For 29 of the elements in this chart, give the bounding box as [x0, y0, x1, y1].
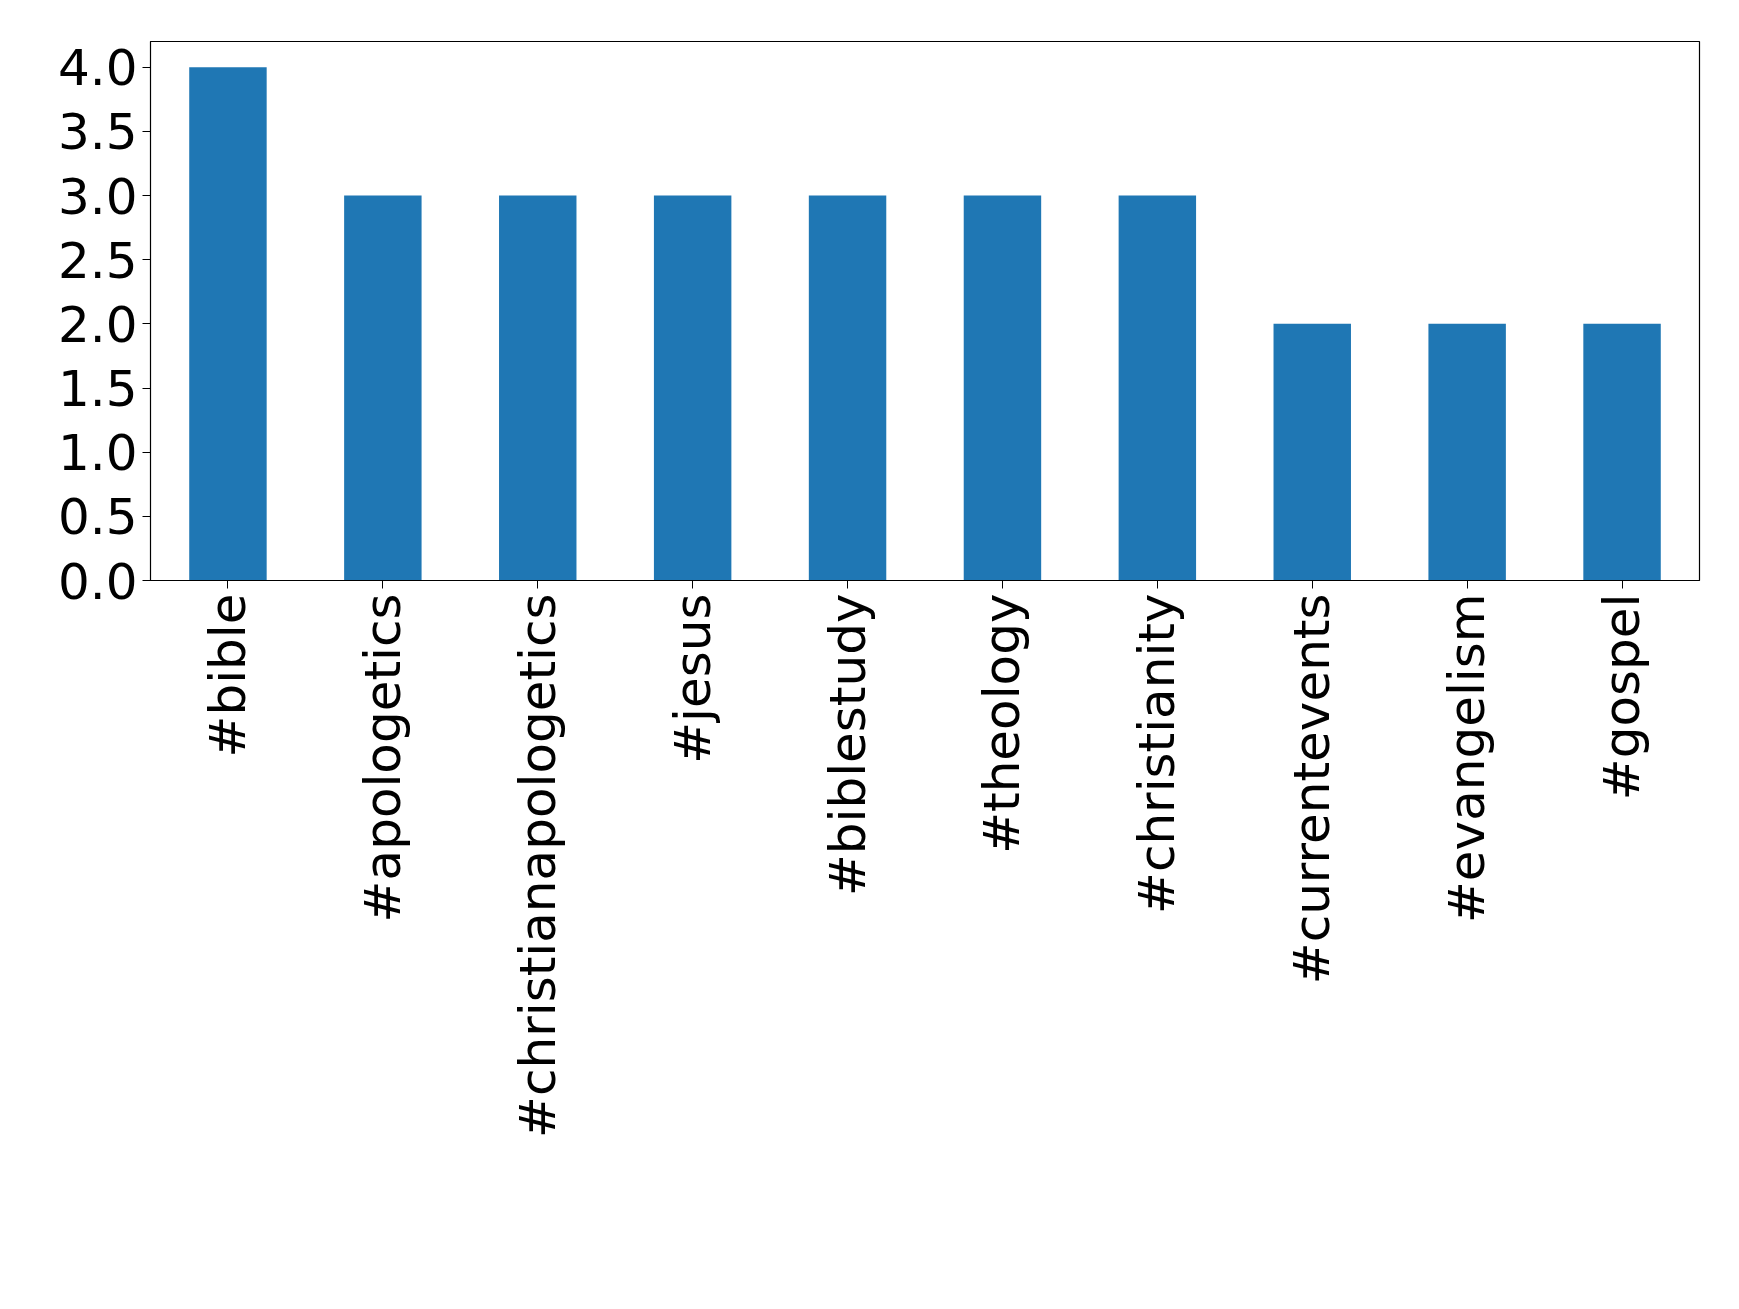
bar	[1118, 195, 1197, 581]
y-tick-label: 3.0	[57, 167, 138, 226]
x-tick-label: #gospel	[1593, 593, 1652, 801]
bar	[653, 195, 732, 581]
bar	[963, 195, 1042, 581]
x-tick-label: #evangelism	[1438, 593, 1497, 924]
x-tick-label: #biblestudy	[818, 593, 877, 897]
x-tick-label: #apologetics	[353, 593, 412, 923]
bar	[189, 67, 267, 581]
bar	[808, 195, 887, 581]
x-tick-label: #bible	[198, 593, 257, 758]
y-tick-label: 2.0	[57, 295, 138, 354]
y-tick-label: 2.5	[57, 231, 138, 290]
y-tick-label: 0.5	[57, 488, 138, 547]
bar	[1273, 323, 1351, 581]
x-tick-label: #christianapologetics	[508, 593, 567, 1138]
bar	[344, 195, 422, 581]
x-tick-label: #currentevents	[1283, 593, 1342, 985]
bar	[1428, 323, 1506, 581]
bar	[499, 195, 577, 581]
bar	[1583, 323, 1661, 581]
x-tick-label: #theology	[973, 593, 1032, 854]
x-tick-label: #jesus	[663, 593, 722, 764]
y-tick-label: 1.5	[57, 360, 138, 418]
y-tick-label: 0.0	[57, 552, 138, 611]
y-tick-label: 3.5	[57, 103, 138, 162]
x-tick-label: #christianity	[1128, 593, 1187, 914]
y-tick-label: 4.0	[57, 39, 138, 98]
y-tick-label: 1.0	[57, 424, 138, 483]
